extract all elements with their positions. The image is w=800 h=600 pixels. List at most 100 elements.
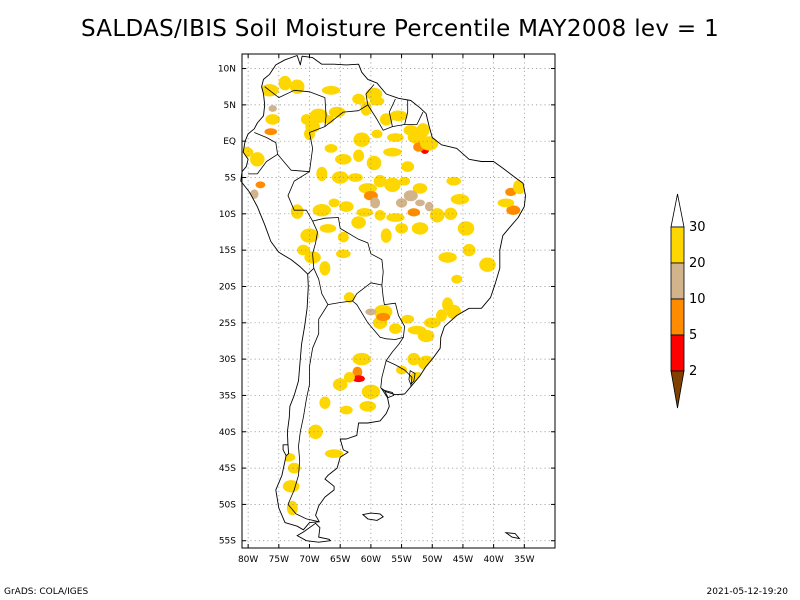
percentile-patch — [249, 152, 265, 167]
percentile-patch — [356, 208, 374, 217]
percentile-patch — [479, 257, 496, 272]
percentile-patch — [339, 405, 353, 415]
lat-axis-labels: 10N 5N EQ 5S 10S 15S 20S 25S 30S 35S 40S 45S 50S 55S — [218, 65, 555, 547]
percentile-patch — [376, 312, 391, 322]
colorbar-label: 20 — [689, 256, 706, 271]
percentile-patch — [395, 223, 408, 234]
percentile-patch — [373, 174, 387, 188]
percentile-patch — [365, 308, 377, 316]
percentile-patch — [312, 204, 331, 217]
lat-tick-label: 55S — [219, 537, 236, 547]
lon-tick-label: 60W — [361, 555, 381, 565]
percentile-patch — [383, 147, 402, 157]
percentile-patch — [411, 222, 429, 235]
colorbar-bottom-arrow — [670, 370, 685, 409]
lat-tick-label: 50S — [219, 500, 236, 510]
percentile-patch — [384, 177, 401, 192]
colorbar-box — [670, 298, 685, 336]
lat-tick-label: 10S — [219, 210, 236, 220]
country-border — [385, 337, 413, 387]
percentile-patch — [420, 136, 439, 151]
percentile-patch — [369, 96, 385, 106]
percentile-patch — [415, 199, 425, 207]
percentile-patch — [446, 176, 462, 186]
percentile-patch — [457, 221, 475, 236]
percentile-patch — [429, 208, 445, 223]
percentile-patch — [401, 161, 415, 172]
percentile-patch — [417, 355, 435, 370]
percentile-patch — [282, 480, 300, 493]
percentile-patch — [351, 216, 366, 229]
island — [361, 512, 384, 521]
colorbar-box — [670, 226, 685, 264]
percentile-patch — [352, 352, 371, 366]
lat-tick-label: 40S — [219, 428, 236, 438]
percentile-patch — [255, 181, 266, 189]
country-border — [404, 99, 409, 125]
percentile-patch — [335, 154, 352, 165]
percentile-patch — [387, 133, 404, 142]
map-frame — [241, 53, 556, 549]
percentile-patch — [319, 224, 337, 233]
percentile-patch — [286, 500, 298, 516]
percentile-patch — [308, 424, 323, 439]
colorbar-label: 10 — [689, 292, 706, 307]
percentile-patch — [389, 110, 408, 122]
map-boundaries — [240, 55, 526, 543]
colorbar-label: 2 — [689, 364, 697, 379]
lon-tick-label: 35W — [514, 555, 534, 565]
percentile-patch — [352, 93, 365, 105]
percentile-patch — [370, 197, 381, 209]
water-body — [383, 389, 395, 399]
percentile-patch — [407, 352, 421, 366]
percentile-patch — [416, 123, 430, 138]
percentile-patch — [337, 231, 349, 243]
percentile-patch — [412, 183, 428, 194]
percentile-patch — [278, 75, 292, 91]
percentile-patch — [451, 274, 463, 284]
lat-tick-label: 5S — [225, 174, 237, 184]
percentile-patch — [425, 201, 434, 212]
percentile-patch — [379, 113, 393, 126]
country-border — [380, 360, 387, 389]
plot-title: SALDAS/IBIS Soil Moisture Percentile MAY… — [80, 16, 720, 42]
percentile-patch — [328, 198, 340, 208]
percentile-patch — [389, 323, 402, 334]
percentile-patch — [339, 201, 354, 212]
percentile-patch — [436, 309, 447, 322]
percentile-patch — [359, 401, 377, 412]
lon-tick-label: 55W — [391, 555, 411, 565]
lat-tick-label: 30S — [219, 355, 236, 365]
country-border — [313, 268, 382, 306]
percentile-patch — [353, 132, 371, 147]
lat-tick-label: 35S — [219, 391, 236, 401]
percentile-patch — [497, 198, 515, 208]
colorbar-box — [670, 334, 685, 372]
lat-tick-label: 5N — [224, 101, 236, 111]
percentile-patch — [438, 252, 457, 263]
lat-tick-label: 25S — [219, 319, 236, 329]
percentile-patch — [250, 189, 259, 199]
footer-credit: GrADS: COLA/IGES — [4, 587, 89, 597]
percentile-field — [240, 75, 526, 516]
percentile-patch — [240, 146, 254, 158]
lat-tick-label: 20S — [219, 282, 236, 292]
percentile-patch — [386, 213, 405, 222]
percentile-patch — [324, 449, 344, 458]
country-border — [287, 304, 329, 523]
colorbar-label: 5 — [689, 328, 697, 343]
country-border — [312, 217, 384, 286]
percentile-patch — [353, 149, 365, 162]
island — [296, 522, 332, 543]
colorbar-box — [670, 262, 685, 300]
country-border — [277, 154, 318, 275]
percentile-patch — [264, 128, 278, 136]
percentile-patch — [371, 129, 383, 139]
percentile-patch — [319, 396, 331, 409]
coastline — [240, 55, 526, 531]
percentile-patch — [505, 187, 517, 197]
percentile-patch — [268, 105, 277, 112]
percentile-patch — [399, 176, 411, 186]
percentile-patch — [352, 366, 363, 378]
